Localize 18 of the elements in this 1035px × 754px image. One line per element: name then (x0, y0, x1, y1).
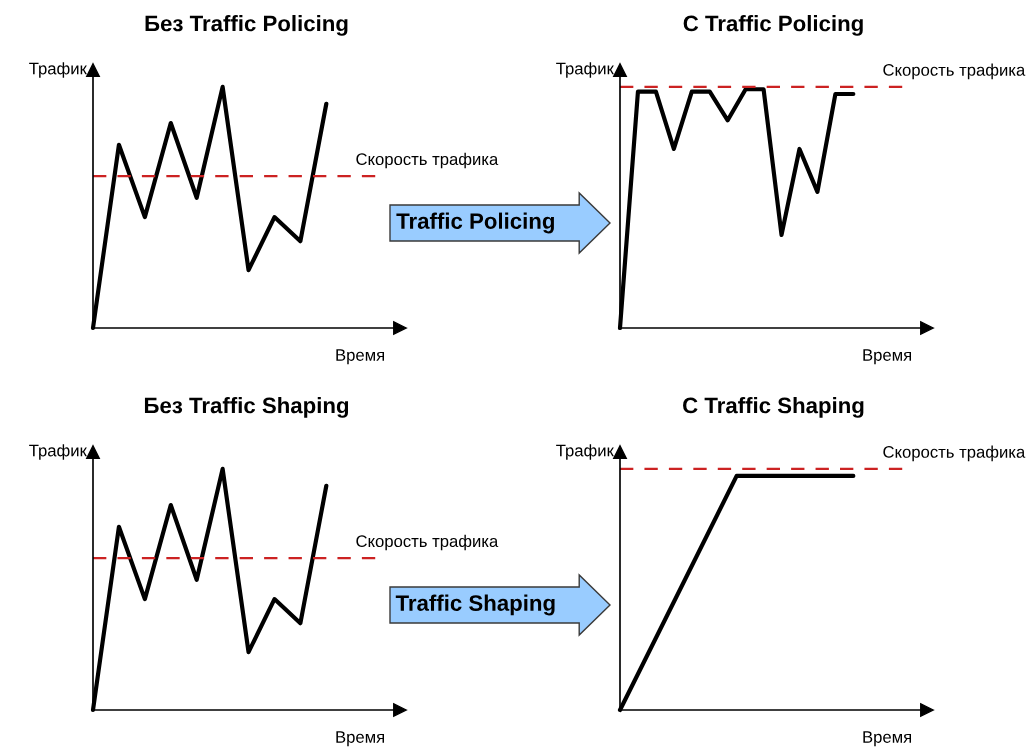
y-axis-title: Трафик (29, 62, 87, 78)
chart-title: C Traffic Shaping (683, 397, 864, 418)
ref-line-label: Скорость трафика (356, 534, 499, 551)
y-axis-title: Трафик (556, 62, 614, 78)
text: Traffic Shaping (395, 594, 555, 616)
chart-title: Без Traffic Policing (145, 15, 348, 36)
y-axis-title: Трафик (556, 444, 614, 460)
chart-title: C Traffic Policing (683, 15, 863, 36)
chart-title: Без Traffic Shaping (144, 397, 349, 418)
x-axis-title: Время (336, 731, 384, 747)
ref-line-label: Скорость трафика (356, 152, 499, 169)
y-axis-title: Трафик (29, 444, 87, 460)
text: Traffic Policing (396, 212, 554, 234)
x-axis-title: Время (336, 349, 384, 365)
x-axis-title: Время (863, 731, 911, 747)
x-axis-title: Время (863, 349, 911, 365)
ref-line-label: Скорость трафика (883, 63, 1026, 80)
ref-line-label: Скорость трафика (883, 445, 1026, 462)
